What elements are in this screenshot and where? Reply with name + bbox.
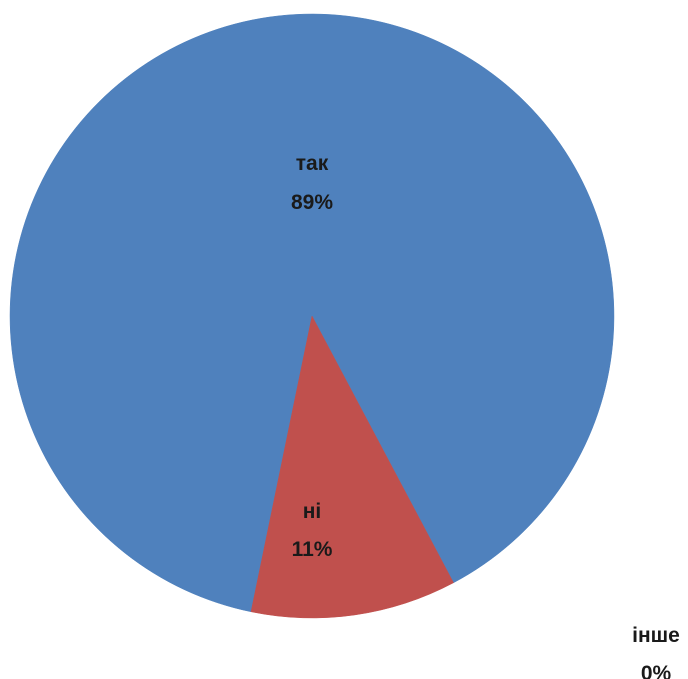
pie-slice-1: [250, 315, 454, 619]
slice-percent-label: 89%: [291, 191, 333, 214]
slice-category-label: ні: [303, 500, 322, 523]
pie-labels: так 89% ні 11% інше 0%: [291, 152, 680, 679]
slice-category-label: так: [296, 152, 329, 175]
pie-slice-0: [9, 13, 615, 613]
slice-percent-label: 11%: [292, 538, 333, 561]
slice-category-label: інше: [632, 624, 680, 647]
pie-slices: [9, 13, 615, 619]
slice-percent-label: 0%: [641, 662, 672, 679]
